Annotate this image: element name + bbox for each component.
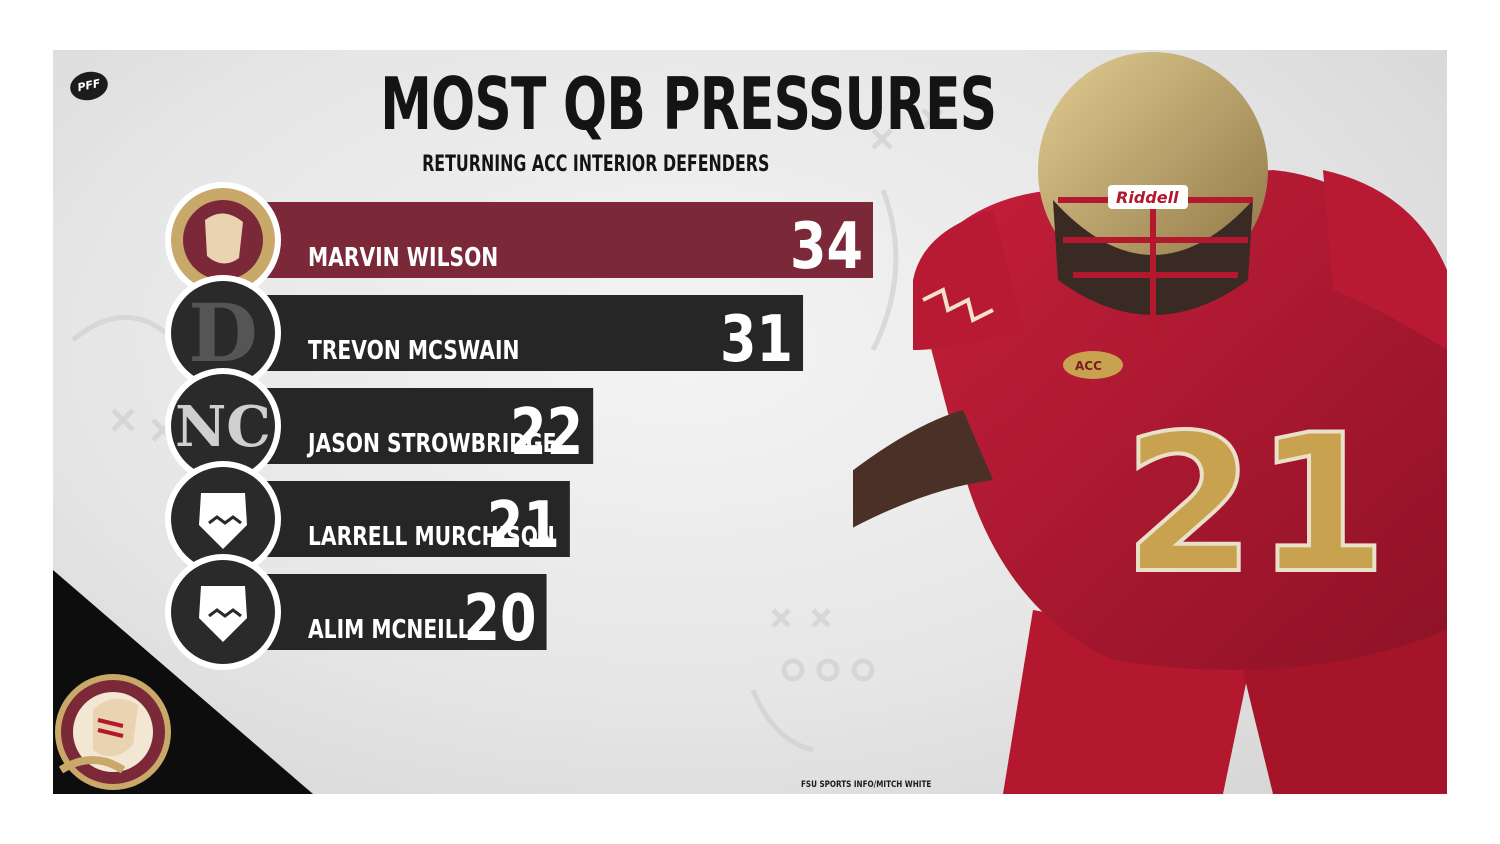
wolf-teeth-shape — [208, 515, 242, 525]
player-photo: 21 Riddell ACC — [853, 52, 1447, 794]
bar-value-label: 34 — [790, 209, 863, 283]
svg-text:21: 21 — [1123, 394, 1387, 615]
bar — [223, 295, 804, 371]
svg-text:Riddell: Riddell — [1116, 188, 1179, 207]
unc-logo-icon: NC — [175, 394, 271, 460]
bar-value-label: 20 — [464, 581, 537, 655]
photo-credit: FSU SPORTS INFO/MITCH WHITE — [801, 780, 932, 790]
bar — [223, 202, 873, 278]
bar-group: MARVIN WILSON 34 — [165, 182, 873, 298]
bar-value-label: 22 — [510, 395, 583, 469]
bar-label: LARRELL MURCHISON — [308, 522, 555, 552]
team-logo — [171, 374, 275, 478]
bar-value-label: 21 — [487, 488, 560, 562]
bar-label: JASON STROWBRIDGE — [306, 429, 556, 459]
duke-d-icon: D — [188, 286, 257, 380]
wolf-teeth-shape — [208, 608, 242, 618]
infographic-card: PFF MOST QB PRESSURES RETURNING ACC INTE… — [53, 50, 1447, 794]
bar-label: TREVON MCSWAIN — [308, 336, 519, 366]
bar-label: MARVIN WILSON — [308, 243, 498, 273]
bar-group: TREVON MCSWAIN 31 D — [165, 275, 804, 391]
bar — [223, 388, 594, 464]
bar-value-label: 31 — [720, 302, 793, 376]
svg-text:ACC: ACC — [1075, 359, 1102, 373]
chart-subtitle: RETURNING ACC INTERIOR DEFENDERS — [421, 152, 769, 177]
seminole-face-shape — [205, 213, 243, 264]
corner-seminole-logo — [53, 570, 313, 794]
team-logo — [171, 281, 275, 385]
bar-label: ALIM MCNEILL — [308, 615, 471, 645]
